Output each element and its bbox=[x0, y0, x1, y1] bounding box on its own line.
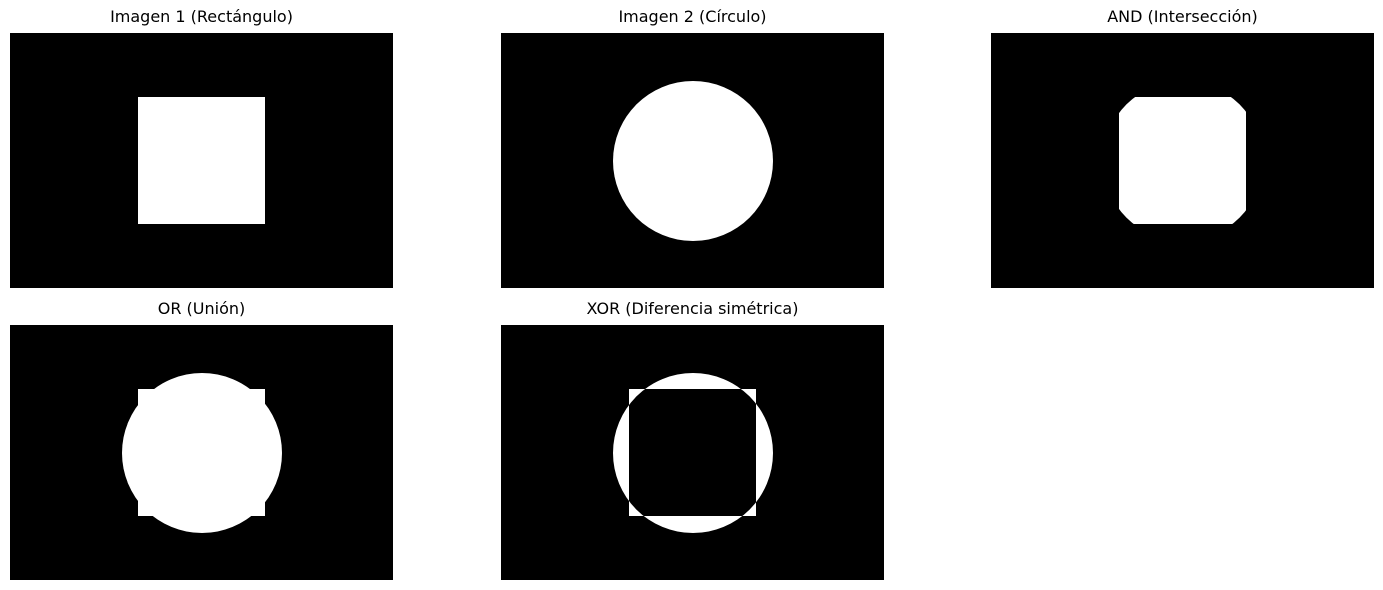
intersection-shape bbox=[1119, 97, 1246, 224]
image-and bbox=[991, 33, 1374, 288]
image-or bbox=[10, 325, 393, 580]
image-rectangle bbox=[10, 33, 393, 288]
circle-shape bbox=[613, 81, 773, 241]
xor-shape bbox=[613, 373, 773, 533]
image-xor bbox=[501, 325, 884, 580]
panel-title: Imagen 2 (Círculo) bbox=[618, 7, 767, 26]
union-circle-part bbox=[122, 373, 282, 533]
panel-xor: XOR (Diferencia simétrica) bbox=[501, 296, 884, 580]
panel-image-1: Imagen 1 (Rectángulo) bbox=[10, 4, 393, 288]
panel-title: OR (Unión) bbox=[157, 299, 246, 318]
panel-title: AND (Intersección) bbox=[1107, 7, 1258, 26]
panel-title: Imagen 1 (Rectángulo) bbox=[110, 7, 293, 26]
rectangle-shape bbox=[138, 97, 265, 224]
panel-title: XOR (Diferencia simétrica) bbox=[586, 299, 799, 318]
panel-image-2: Imagen 2 (Círculo) bbox=[501, 4, 884, 288]
panel-or: OR (Unión) bbox=[10, 296, 393, 580]
panel-and: AND (Intersección) bbox=[991, 4, 1374, 288]
image-circle bbox=[501, 33, 884, 288]
